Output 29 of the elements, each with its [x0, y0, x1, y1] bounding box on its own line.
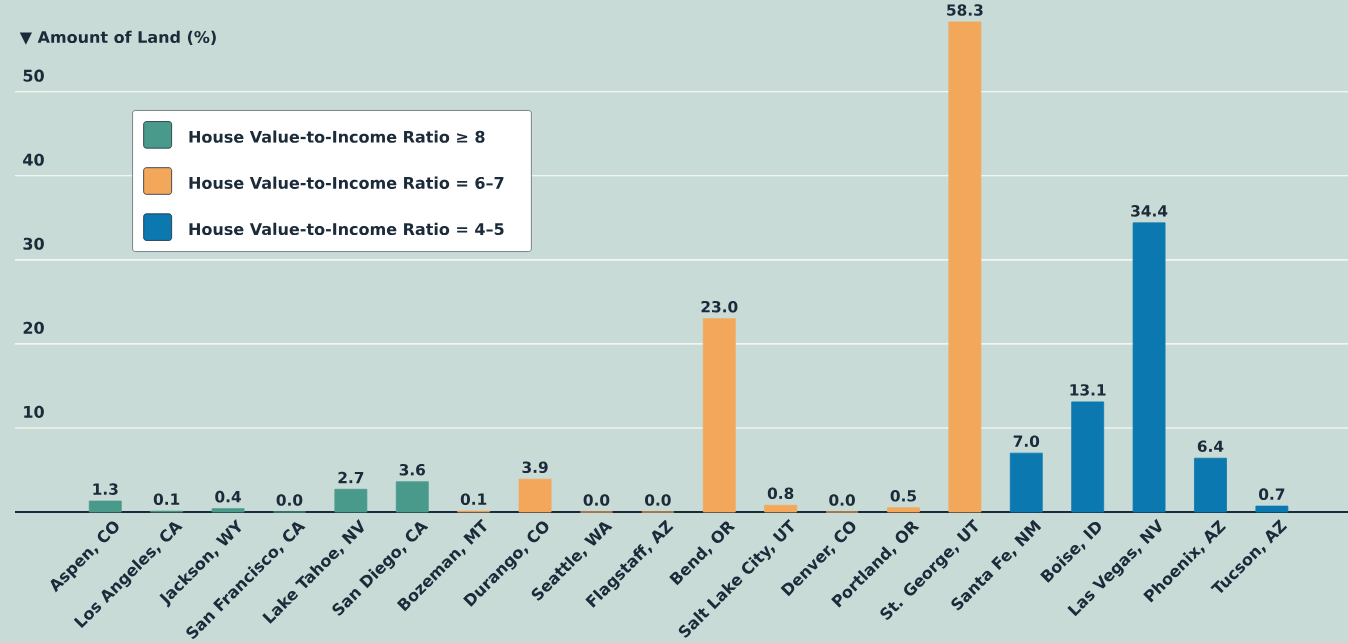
data-label: 0.8: [767, 487, 794, 500]
data-label: 0.0: [829, 494, 855, 506]
data-label: 0.5: [890, 490, 916, 502]
y-axis-title: ▼ Amount of Land (%): [19, 30, 216, 45]
y-tick-label: 20: [23, 321, 44, 334]
data-label: 0.4: [215, 490, 241, 503]
data-label: 3.9: [522, 461, 548, 474]
legend-label: House Value-to-Income Ratio = 6–7: [189, 176, 504, 189]
legend-label: House Value-to-Income Ratio = 4–5: [189, 222, 504, 236]
data-label: 34.4: [1131, 205, 1168, 217]
data-label: 0.1: [460, 493, 487, 505]
data-label: 7.0: [1013, 435, 1040, 447]
data-label: 0.0: [583, 494, 610, 506]
legend-label: House Value-to-Income Ratio ≥ 8: [189, 130, 485, 143]
data-label: 1.3: [93, 483, 118, 495]
data-label: 0.1: [153, 493, 180, 505]
y-tick-label: 50: [23, 69, 44, 82]
data-label: 58.3: [947, 4, 983, 16]
data-label: 0.0: [276, 494, 303, 506]
data-label: 13.1: [1070, 384, 1106, 396]
data-label: 6.4: [1197, 440, 1224, 453]
data-label: 0.0: [645, 494, 671, 506]
y-tick-label: 30: [23, 237, 44, 250]
y-tick-label: 40: [23, 153, 44, 166]
data-label: 2.7: [338, 471, 364, 484]
data-label: 3.6: [399, 463, 426, 476]
data-label: 0.7: [1259, 488, 1285, 500]
data-label: 23.0: [701, 300, 738, 313]
y-tick-label: 10: [24, 405, 44, 418]
